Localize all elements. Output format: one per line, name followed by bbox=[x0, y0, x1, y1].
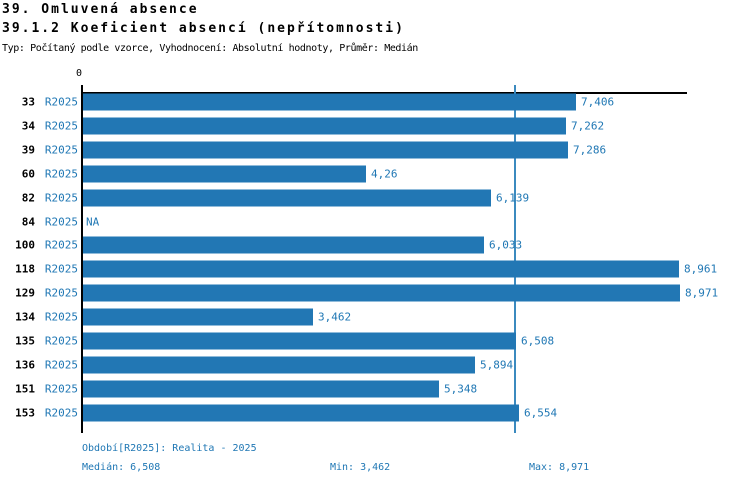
value-bar bbox=[83, 308, 313, 326]
chart-row: 135 R2025 6,508 bbox=[0, 329, 750, 353]
chart-row: 100 R2025 6,033 bbox=[0, 233, 750, 257]
chart-meta-line: Typ: Počítaný podle vzorce, Vyhodnocení:… bbox=[2, 43, 418, 54]
value-bar bbox=[83, 236, 484, 254]
chart-row: 84 R2025 NA bbox=[0, 210, 750, 234]
row-category-label: 153 bbox=[15, 406, 35, 420]
row-category-label: 118 bbox=[15, 262, 35, 276]
chart-row: 33 R2025 7,406 bbox=[0, 90, 750, 114]
chart-row: 129 R2025 8,971 bbox=[0, 281, 750, 305]
value-bar bbox=[83, 141, 568, 159]
min-stat: Min: 3,462 bbox=[330, 462, 391, 473]
y-axis-line bbox=[81, 85, 83, 433]
row-series-label: R2025 bbox=[44, 191, 78, 205]
row-category-label: 136 bbox=[15, 358, 35, 372]
row-category-label: 135 bbox=[15, 334, 35, 348]
median-reference-line bbox=[514, 85, 516, 433]
value-bar bbox=[83, 284, 680, 302]
plot-top-border bbox=[81, 92, 687, 94]
median-stat: Medián: 6,508 bbox=[82, 462, 161, 473]
bar-value-label: 4,26 bbox=[371, 167, 398, 181]
row-category-label: 82 bbox=[21, 191, 35, 205]
period-label: Období[R2025]: Realita - 2025 bbox=[82, 443, 257, 454]
chart-row: 34 R2025 7,262 bbox=[0, 114, 750, 138]
value-bar bbox=[83, 260, 679, 278]
value-bar bbox=[83, 356, 475, 374]
row-series-label: R2025 bbox=[44, 262, 78, 276]
row-category-label: 34 bbox=[21, 119, 35, 133]
row-series-label: R2025 bbox=[44, 358, 78, 372]
chart-row: 118 R2025 8,961 bbox=[0, 257, 750, 281]
row-series-label: R2025 bbox=[44, 310, 78, 324]
row-category-label: 151 bbox=[15, 382, 35, 396]
value-bar bbox=[83, 117, 566, 135]
report-section-title: 39. Omluvená absence bbox=[2, 2, 199, 17]
na-value-label: NA bbox=[86, 215, 100, 228]
bar-value-label: 8,971 bbox=[685, 286, 719, 300]
bar-value-label: 7,262 bbox=[571, 119, 605, 133]
bar-value-label: 8,961 bbox=[684, 262, 718, 276]
row-category-label: 84 bbox=[21, 215, 35, 228]
bar-value-label: 5,894 bbox=[480, 358, 514, 372]
chart-row: 151 R2025 5,348 bbox=[0, 377, 750, 401]
value-bar bbox=[83, 189, 491, 207]
row-series-label: R2025 bbox=[44, 286, 78, 300]
row-series-label: R2025 bbox=[44, 406, 78, 420]
bar-value-label: 6,139 bbox=[496, 191, 530, 205]
bar-value-label: 6,554 bbox=[524, 406, 558, 420]
bar-value-label: 5,348 bbox=[444, 382, 478, 396]
chart-row: 39 R2025 7,286 bbox=[0, 138, 750, 162]
value-bar bbox=[83, 165, 366, 183]
row-series-label: R2025 bbox=[44, 119, 78, 133]
row-series-label: R2025 bbox=[44, 334, 78, 348]
x-axis-zero-label: 0 bbox=[76, 68, 83, 79]
value-bar bbox=[83, 93, 576, 111]
chart-row: 82 R2025 6,139 bbox=[0, 186, 750, 210]
value-bar bbox=[83, 332, 516, 350]
row-series-label: R2025 bbox=[44, 167, 78, 181]
row-category-label: 60 bbox=[21, 167, 35, 181]
chart-row: 136 R2025 5,894 bbox=[0, 353, 750, 377]
row-category-label: 39 bbox=[21, 143, 35, 157]
bar-value-label: 7,286 bbox=[573, 143, 607, 157]
chart-title: 39.1.2 Koeficient absencí (nepřítomnosti… bbox=[2, 21, 405, 36]
bar-value-label: 3,462 bbox=[318, 310, 352, 324]
row-category-label: 100 bbox=[15, 238, 35, 252]
row-category-label: 33 bbox=[21, 95, 35, 109]
chart-row: 134 R2025 3,462 bbox=[0, 305, 750, 329]
row-series-label: R2025 bbox=[44, 143, 78, 157]
row-series-label: R2025 bbox=[44, 238, 78, 252]
bar-value-label: 7,406 bbox=[581, 95, 615, 109]
row-series-label: R2025 bbox=[44, 95, 78, 109]
row-series-label: R2025 bbox=[44, 215, 78, 228]
value-bar bbox=[83, 380, 439, 398]
value-bar bbox=[83, 404, 519, 422]
max-stat: Max: 8,971 bbox=[529, 462, 590, 473]
row-series-label: R2025 bbox=[44, 382, 78, 396]
chart-row: 60 R2025 4,26 bbox=[0, 162, 750, 186]
bar-value-label: 6,033 bbox=[489, 238, 523, 252]
row-category-label: 129 bbox=[15, 286, 35, 300]
chart-row: 153 R2025 6,554 bbox=[0, 401, 750, 425]
row-category-label: 134 bbox=[15, 310, 35, 324]
bar-value-label: 6,508 bbox=[521, 334, 555, 348]
